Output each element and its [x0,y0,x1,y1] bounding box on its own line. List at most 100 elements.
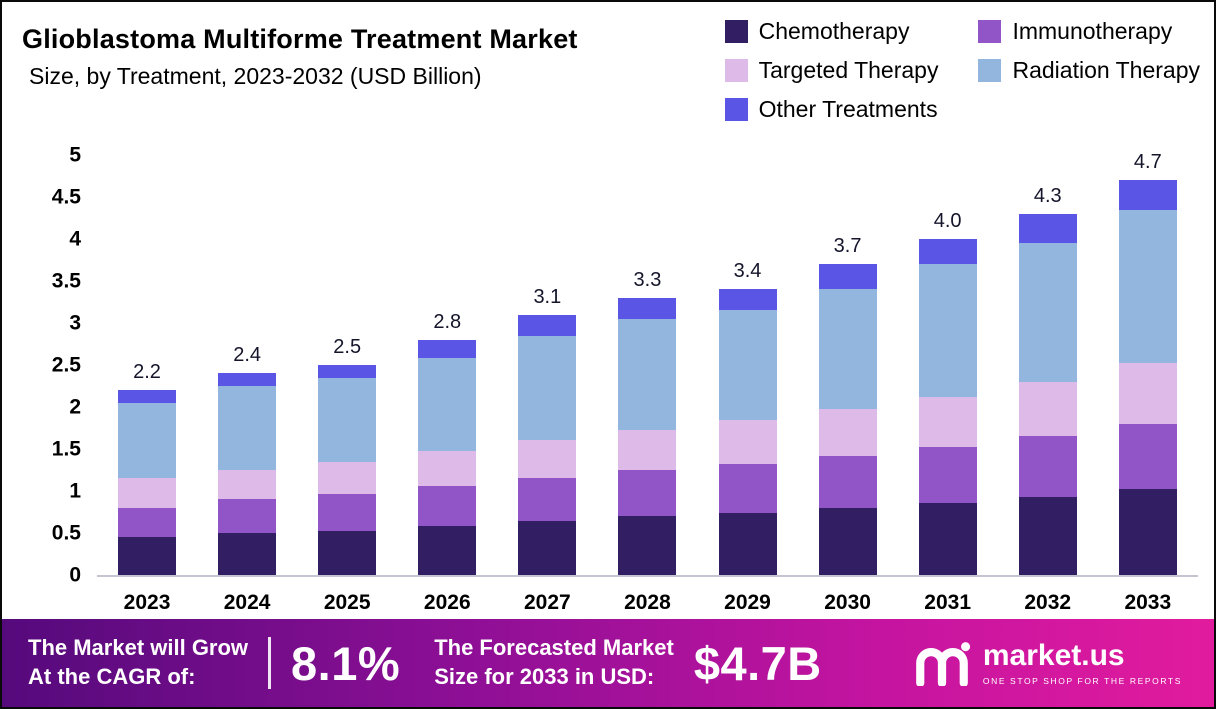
bar-stack [618,297,677,575]
bar-segment-other-treatments [218,373,277,387]
bar-segment-targeted-therapy [818,408,877,456]
bar-segment-radiation-therapy [218,386,277,471]
y-tick-label: 1.5 [51,437,81,461]
legend-item-radiation-therapy: Radiation Therapy [978,57,1200,84]
legend-label: Targeted Therapy [758,57,939,83]
legend-item-targeted-therapy: Targeted Therapy [724,57,939,84]
bar-segment-chemotherapy [1018,496,1077,575]
bar-stack [818,264,877,575]
bar-segment-targeted-therapy [718,420,777,465]
header: Glioblastoma Multiforme Treatment Market… [2,2,1214,123]
bar-group-2030: 3.7 2030 [817,157,879,614]
bar-segment-chemotherapy [718,512,777,575]
bar-segment-chemotherapy [618,516,677,575]
page-title: Glioblastoma Multiforme Treatment Market [22,24,578,54]
bar-segment-chemotherapy [318,531,377,575]
x-axis-label: 2028 [624,591,671,614]
legend-label: Other Treatments [758,96,938,122]
y-tick-label: 2.5 [51,353,81,377]
bar-segment-radiation-therapy [618,318,677,430]
footer-banner: The Market will Grow At the CAGR of: 8.1… [2,619,1214,707]
bar-segment-chemotherapy [518,521,577,575]
bar-segment-immunotherapy [918,447,977,503]
x-axis-label: 2023 [123,591,171,614]
bar-group-2029: 3.4 2029 [717,157,779,614]
bar-total-label: 2.2 [133,361,161,384]
forecast-label: The Forecasted Market Size for 2033 in U… [434,634,674,691]
bar-segment-chemotherapy [418,526,477,575]
bar-total-label: 4.3 [1033,184,1062,207]
bar-total-label: 2.5 [333,336,362,359]
forecast-label-line2: Size for 2033 in USD: [434,664,655,689]
bar-segment-radiation-therapy [918,264,977,397]
bar-segment-chemotherapy [818,507,877,575]
bar-stack [1018,213,1077,575]
bar-segment-immunotherapy [518,477,577,522]
cagr-label: The Market will Grow At the CAGR of: [28,634,248,691]
bar-total-label: 2.8 [433,310,462,333]
y-tick-label: 5 [69,143,81,167]
x-axis-label: 2032 [1024,591,1072,614]
brand-tagline: ONE STOP SHOP FOR THE REPORTS [982,675,1182,686]
bar-segment-radiation-therapy [118,402,177,479]
bar-stack [218,373,277,575]
x-axis-label: 2029 [724,591,771,614]
bar-total-label: 3.4 [733,260,762,283]
bar-segment-targeted-therapy [418,450,477,486]
bar-segment-chemotherapy [918,502,977,575]
bar-total-label: 3.1 [533,285,562,308]
bar-segment-chemotherapy [118,537,177,575]
bar-segment-targeted-therapy [918,396,977,448]
bar-group-2027: 3.1 2027 [516,157,578,614]
bar-segment-radiation-therapy [1018,243,1077,382]
market-us-logo-icon [916,642,970,686]
bar-segment-other-treatments [718,289,777,310]
bar-segment-targeted-therapy [1118,363,1177,424]
bar-stack [918,239,977,575]
bar-segment-immunotherapy [1118,423,1177,490]
bar-segment-immunotherapy [318,493,377,532]
bar-segment-other-treatments [318,365,377,378]
legend-swatch [724,59,748,82]
bar-segment-targeted-therapy [618,429,677,471]
bar-group-2032: 4.3 2032 [1017,157,1079,614]
bar-stack [1118,180,1177,575]
bar-segment-immunotherapy [118,507,177,538]
x-axis-label: 2025 [323,591,371,614]
bar-segment-other-treatments [918,239,977,265]
bar-group-2024: 2.4 2024 [216,157,278,614]
bar-stack [118,390,177,575]
bar-group-2033: 4.7 2033 [1117,152,1179,614]
bar-total-label: 3.7 [833,235,862,258]
y-tick-label: 4.5 [51,185,81,209]
legend-label: Radiation Therapy [1012,57,1200,83]
x-axis-label: 2026 [423,591,471,614]
y-tick-label: 3.5 [51,269,81,293]
bar-segment-radiation-therapy [418,358,477,451]
y-tick-label: 4 [69,227,81,251]
bar-segment-immunotherapy [218,499,277,533]
bar-segment-radiation-therapy [518,335,577,440]
legend-label: Immunotherapy [1012,18,1173,44]
forecast-value: $4.7B [693,636,822,690]
legend-swatch [978,20,1002,43]
bar-group-2028: 3.3 2028 [616,157,678,614]
bar-segment-targeted-therapy [218,470,277,500]
bar-stack [418,339,477,575]
legend-swatch [724,20,748,43]
bar-group-2026: 2.8 2026 [416,157,478,614]
forecast-label-line1: The Forecasted Market [434,635,674,661]
bar-segment-radiation-therapy [318,377,377,462]
bar-segment-other-treatments [118,390,177,403]
banner-divider [268,637,272,689]
bar-stack [318,365,377,575]
chart-area: 0 0.5 1 1.5 2 2.5 3 3.5 4 4.5 5 2.2 2023 2.4 2024 2.5 20… [52,145,1198,614]
bar-segment-other-treatments [418,339,477,359]
y-tick-label: 3 [69,311,81,335]
bar-stack [518,314,577,575]
cagr-label-line1: The Market will Grow [28,635,249,661]
bar-segment-immunotherapy [718,464,777,513]
x-axis-label: 2027 [523,591,571,614]
bar-segment-radiation-therapy [718,309,777,421]
bar-segment-chemotherapy [218,533,277,575]
